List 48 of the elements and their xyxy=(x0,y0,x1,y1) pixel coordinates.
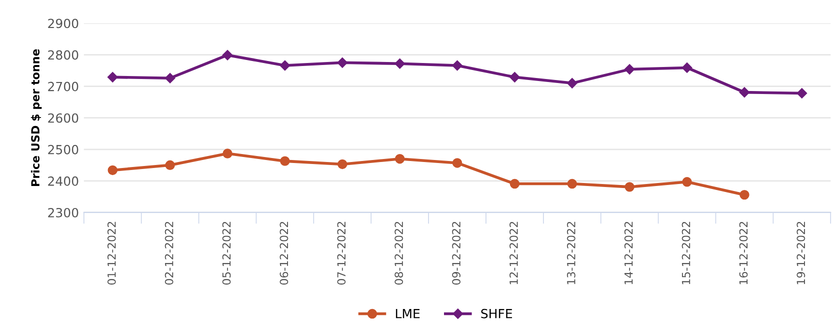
x-tick-label: 07-12-2022 xyxy=(337,222,346,285)
point xyxy=(682,62,692,73)
point xyxy=(165,160,175,170)
y-tick-label: 2500 xyxy=(48,144,78,154)
y-tick-label: 2400 xyxy=(48,176,78,186)
y-tick-label: 2600 xyxy=(48,113,78,123)
y-tick-label: 2800 xyxy=(48,50,78,60)
y-tick-label: 2900 xyxy=(48,18,78,28)
point xyxy=(280,60,290,71)
point xyxy=(338,159,348,170)
point xyxy=(740,190,750,200)
legend-label: SHFE xyxy=(481,308,512,318)
point xyxy=(452,60,462,71)
point xyxy=(452,158,462,168)
x-tick-label: 15-12-2022 xyxy=(682,222,690,284)
point xyxy=(222,148,232,158)
point xyxy=(624,64,635,74)
point xyxy=(510,178,520,189)
point xyxy=(394,154,405,164)
point xyxy=(567,178,577,189)
point xyxy=(222,50,233,60)
point xyxy=(108,72,118,82)
point xyxy=(739,87,750,98)
point xyxy=(394,58,405,69)
point xyxy=(624,182,634,192)
y-tick-label: 2300 xyxy=(48,208,78,218)
legend-label: LME xyxy=(396,309,420,318)
x-tick-label: 12-12-2022 xyxy=(510,222,518,284)
x-tick-label: 06-12-2022 xyxy=(280,222,288,285)
x-tick-label: 19-12-2022 xyxy=(796,222,806,284)
point xyxy=(796,88,808,98)
point xyxy=(682,177,692,187)
x-tick-label: 16-12-2022 xyxy=(739,222,748,284)
point xyxy=(280,156,290,166)
x-tick-label: 09-12-2022 xyxy=(452,222,460,285)
point xyxy=(108,165,118,176)
x-tick-label: 13-12-2022 xyxy=(566,222,576,284)
y-tick-label: 2700 xyxy=(48,82,78,92)
x-tick-label: 05-12-2022 xyxy=(222,222,231,285)
x-tick-label: 08-12-2022 xyxy=(394,222,404,285)
point xyxy=(510,72,520,82)
x-tick-label: 02-12-2022 xyxy=(164,222,174,285)
x-tick-label: 01-12-2022 xyxy=(107,222,116,285)
x-tick-label: 14-12-2022 xyxy=(624,222,633,284)
y-axis-title: Price USD $ per tonne xyxy=(30,49,42,186)
point xyxy=(337,58,348,68)
point xyxy=(164,73,176,84)
point xyxy=(567,78,578,88)
